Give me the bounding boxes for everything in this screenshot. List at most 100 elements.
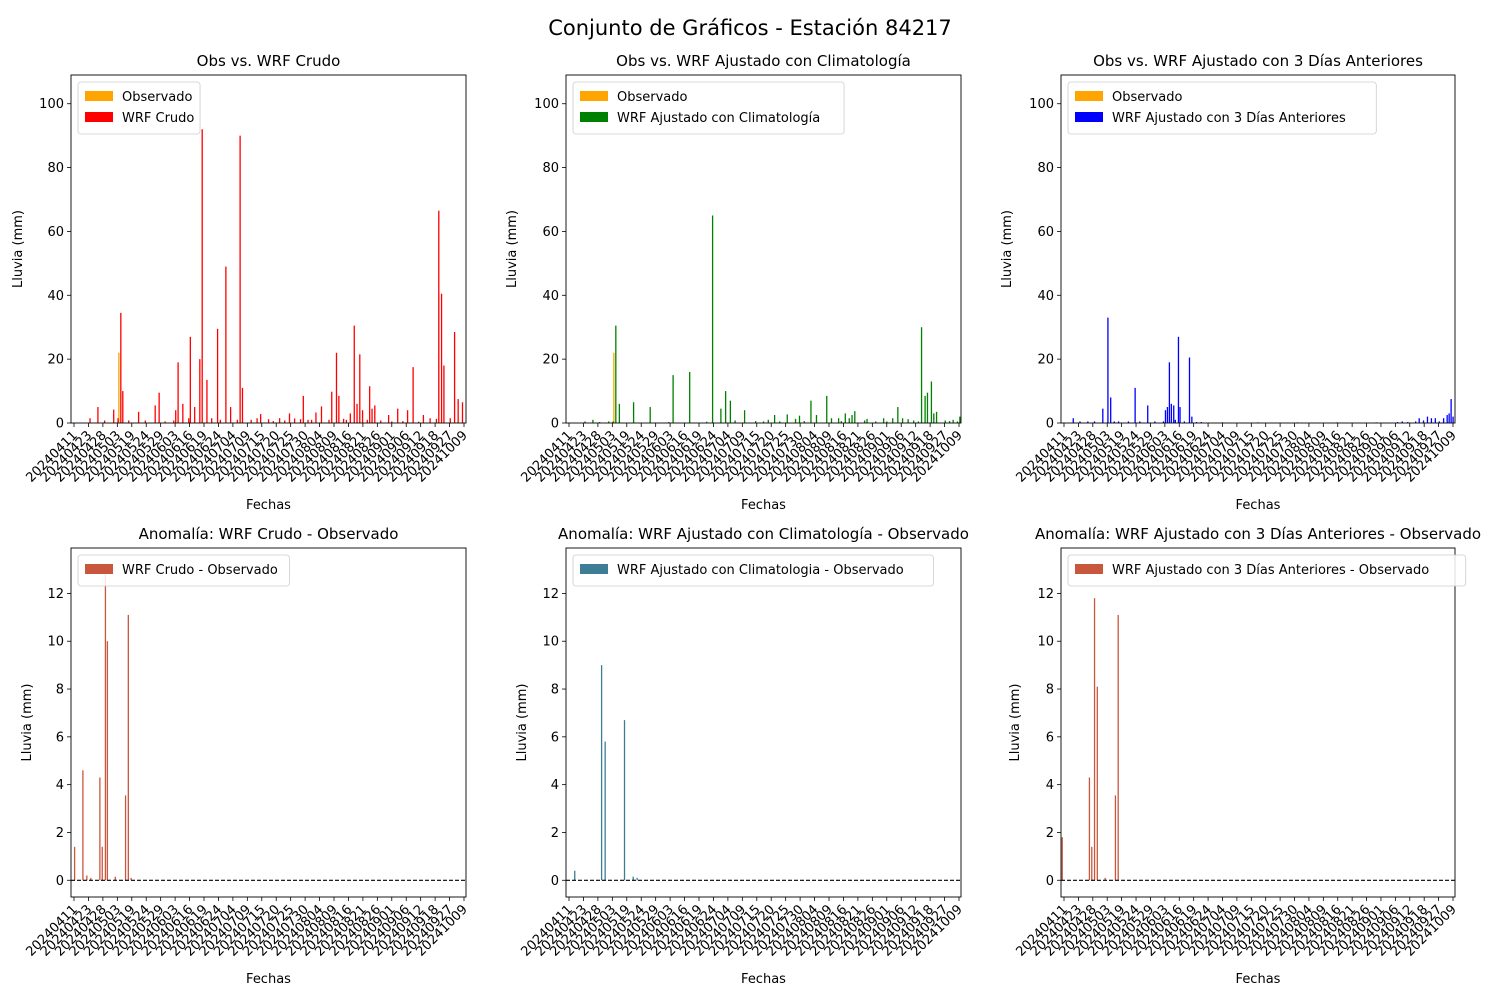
legend-label: WRF Ajustado con 3 Días Anteriores bbox=[1112, 111, 1346, 126]
bar bbox=[1195, 422, 1198, 423]
plot-frame bbox=[1060, 74, 1456, 424]
bar bbox=[767, 419, 769, 423]
bar bbox=[256, 418, 258, 423]
y-tick-label: 60 bbox=[47, 225, 64, 240]
legend: WRF Ajustado con 3 Días Anteriores - Obs… bbox=[1067, 554, 1467, 587]
bar bbox=[1418, 418, 1420, 423]
legend-swatch bbox=[85, 112, 113, 122]
bar bbox=[798, 415, 801, 423]
bar bbox=[786, 414, 788, 423]
y-axis-label: Lluvia (mm) bbox=[515, 684, 530, 762]
bar bbox=[128, 420, 130, 423]
legend-label: Observado bbox=[617, 90, 688, 105]
bar bbox=[391, 421, 393, 423]
bar bbox=[851, 415, 853, 423]
legend-swatch bbox=[1075, 91, 1103, 101]
bar bbox=[1401, 421, 1403, 423]
subplot-4: Anomalía: WRF Crudo - Observado 0 2 4 6 8 10 12… bbox=[20, 525, 471, 987]
y-tick-label: 8 bbox=[551, 683, 559, 698]
bar bbox=[429, 418, 431, 423]
bar bbox=[1168, 362, 1171, 423]
y-tick-label: 40 bbox=[47, 289, 64, 304]
bar bbox=[1117, 421, 1120, 423]
subplot-title: Obs vs. WRF Ajustado con Climatología bbox=[616, 52, 911, 70]
subplot-title: Anomalía: WRF Ajustado con 3 Días Anteri… bbox=[1035, 525, 1481, 543]
y-tick-label: 6 bbox=[1046, 730, 1054, 745]
y-tick-label: 20 bbox=[47, 353, 64, 368]
bar bbox=[755, 421, 757, 423]
y-tick-label: 10 bbox=[47, 635, 64, 650]
bar bbox=[608, 421, 610, 423]
bar bbox=[371, 408, 373, 423]
bar bbox=[366, 419, 368, 423]
bar bbox=[930, 381, 933, 423]
bar bbox=[117, 418, 119, 423]
bar bbox=[1438, 421, 1440, 423]
y-tick-label: 100 bbox=[534, 97, 559, 112]
bar bbox=[89, 418, 91, 423]
bar bbox=[239, 135, 241, 423]
bar bbox=[315, 412, 317, 423]
plot-frame bbox=[70, 547, 467, 898]
bar bbox=[1430, 418, 1433, 423]
bar bbox=[349, 413, 351, 423]
legend: Observado WRF Ajustado con Climatología bbox=[572, 81, 845, 135]
y-tick-label: 0 bbox=[551, 874, 559, 889]
bar bbox=[854, 411, 856, 423]
figure-title: Conjunto de Gráficos - Estación 84217 bbox=[548, 16, 952, 40]
bar bbox=[803, 421, 805, 423]
y-axis-label: Lluvia (mm) bbox=[20, 684, 35, 762]
bar bbox=[114, 876, 116, 881]
bar bbox=[90, 877, 92, 881]
bar bbox=[743, 410, 746, 423]
legend-label: WRF Crudo bbox=[122, 111, 194, 126]
bar bbox=[706, 421, 708, 423]
bar bbox=[164, 421, 166, 423]
bar bbox=[1117, 614, 1119, 881]
y-axis-label: Lluvia (mm) bbox=[1000, 210, 1015, 288]
bar bbox=[920, 327, 923, 423]
bar bbox=[353, 325, 355, 423]
bar bbox=[1088, 777, 1091, 881]
y-axis-label: Lluvia (mm) bbox=[505, 210, 520, 288]
y-tick-label: 8 bbox=[1046, 683, 1054, 698]
y-tick-label: 80 bbox=[47, 161, 64, 176]
bar bbox=[1162, 421, 1165, 423]
y-tick-label: 100 bbox=[1029, 97, 1054, 112]
subplot-1: Obs vs. WRF Crudo 0 20 40 60 80 100 Lluvia (mm)… bbox=[11, 52, 471, 513]
y-tick-label: 80 bbox=[542, 161, 559, 176]
x-axis-label: Fechas bbox=[246, 972, 291, 987]
bar bbox=[443, 365, 445, 423]
bar bbox=[359, 354, 361, 423]
bar bbox=[711, 215, 714, 423]
bar bbox=[1448, 413, 1450, 423]
bar bbox=[1166, 407, 1169, 423]
y-tick-label: 0 bbox=[1046, 417, 1054, 432]
plot-frame bbox=[70, 74, 467, 424]
bar bbox=[649, 407, 651, 423]
legend-swatch bbox=[85, 91, 113, 101]
bar bbox=[288, 413, 291, 423]
bar bbox=[592, 419, 594, 423]
bar bbox=[422, 415, 425, 423]
bar bbox=[600, 665, 603, 881]
bar bbox=[917, 421, 920, 423]
legend-label: WRF Crudo - Observado bbox=[122, 563, 278, 578]
bar bbox=[113, 409, 115, 423]
legend: Observado WRF Crudo bbox=[77, 81, 201, 135]
y-axis-label: Lluvia (mm) bbox=[1008, 684, 1023, 762]
bar bbox=[361, 410, 364, 423]
legend-swatch bbox=[85, 564, 113, 574]
bar bbox=[907, 419, 909, 423]
bar bbox=[1179, 407, 1181, 423]
bar bbox=[122, 391, 124, 423]
bar bbox=[1147, 405, 1149, 423]
bar bbox=[1173, 405, 1175, 423]
bar bbox=[127, 614, 129, 881]
bar bbox=[810, 400, 812, 423]
bar bbox=[844, 413, 846, 423]
bar bbox=[154, 405, 156, 423]
bar bbox=[199, 359, 201, 423]
bar bbox=[935, 411, 938, 423]
legend-label: Observado bbox=[122, 90, 193, 105]
